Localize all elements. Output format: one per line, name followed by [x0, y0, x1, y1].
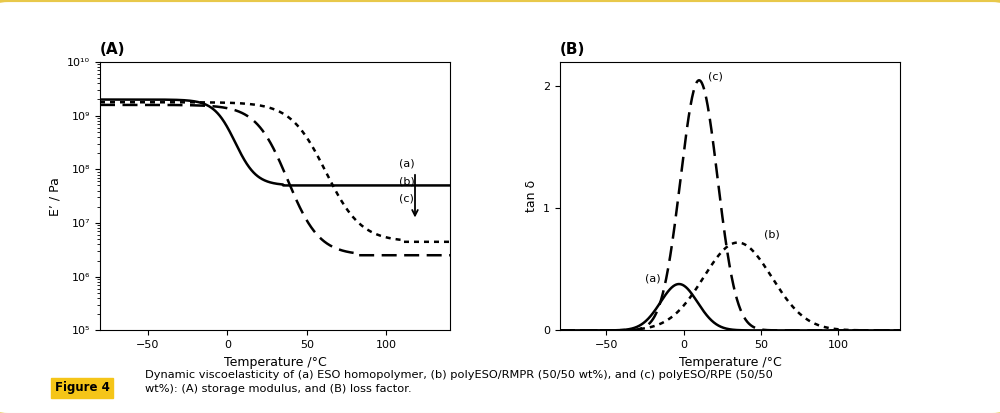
Text: Figure 4: Figure 4 [55, 382, 110, 394]
X-axis label: Temperature /°C: Temperature /°C [224, 356, 326, 369]
Text: Dynamic viscoelasticity of (a) ESO homopolymer, (b) polyESO/RMPR (50/50 wt%), an: Dynamic viscoelasticity of (a) ESO homop… [145, 370, 773, 394]
Text: (A): (A) [100, 42, 126, 57]
X-axis label: Temperature /°C: Temperature /°C [679, 356, 781, 369]
Text: (c): (c) [708, 71, 723, 81]
Text: (b): (b) [399, 176, 415, 186]
Y-axis label: tan δ: tan δ [525, 180, 538, 212]
Text: (B): (B) [560, 42, 585, 57]
Text: (a): (a) [399, 159, 415, 169]
Y-axis label: E’ / Pa: E’ / Pa [49, 177, 62, 216]
Text: (a): (a) [645, 273, 661, 284]
Text: (b): (b) [764, 230, 780, 240]
Text: (c): (c) [399, 194, 414, 204]
